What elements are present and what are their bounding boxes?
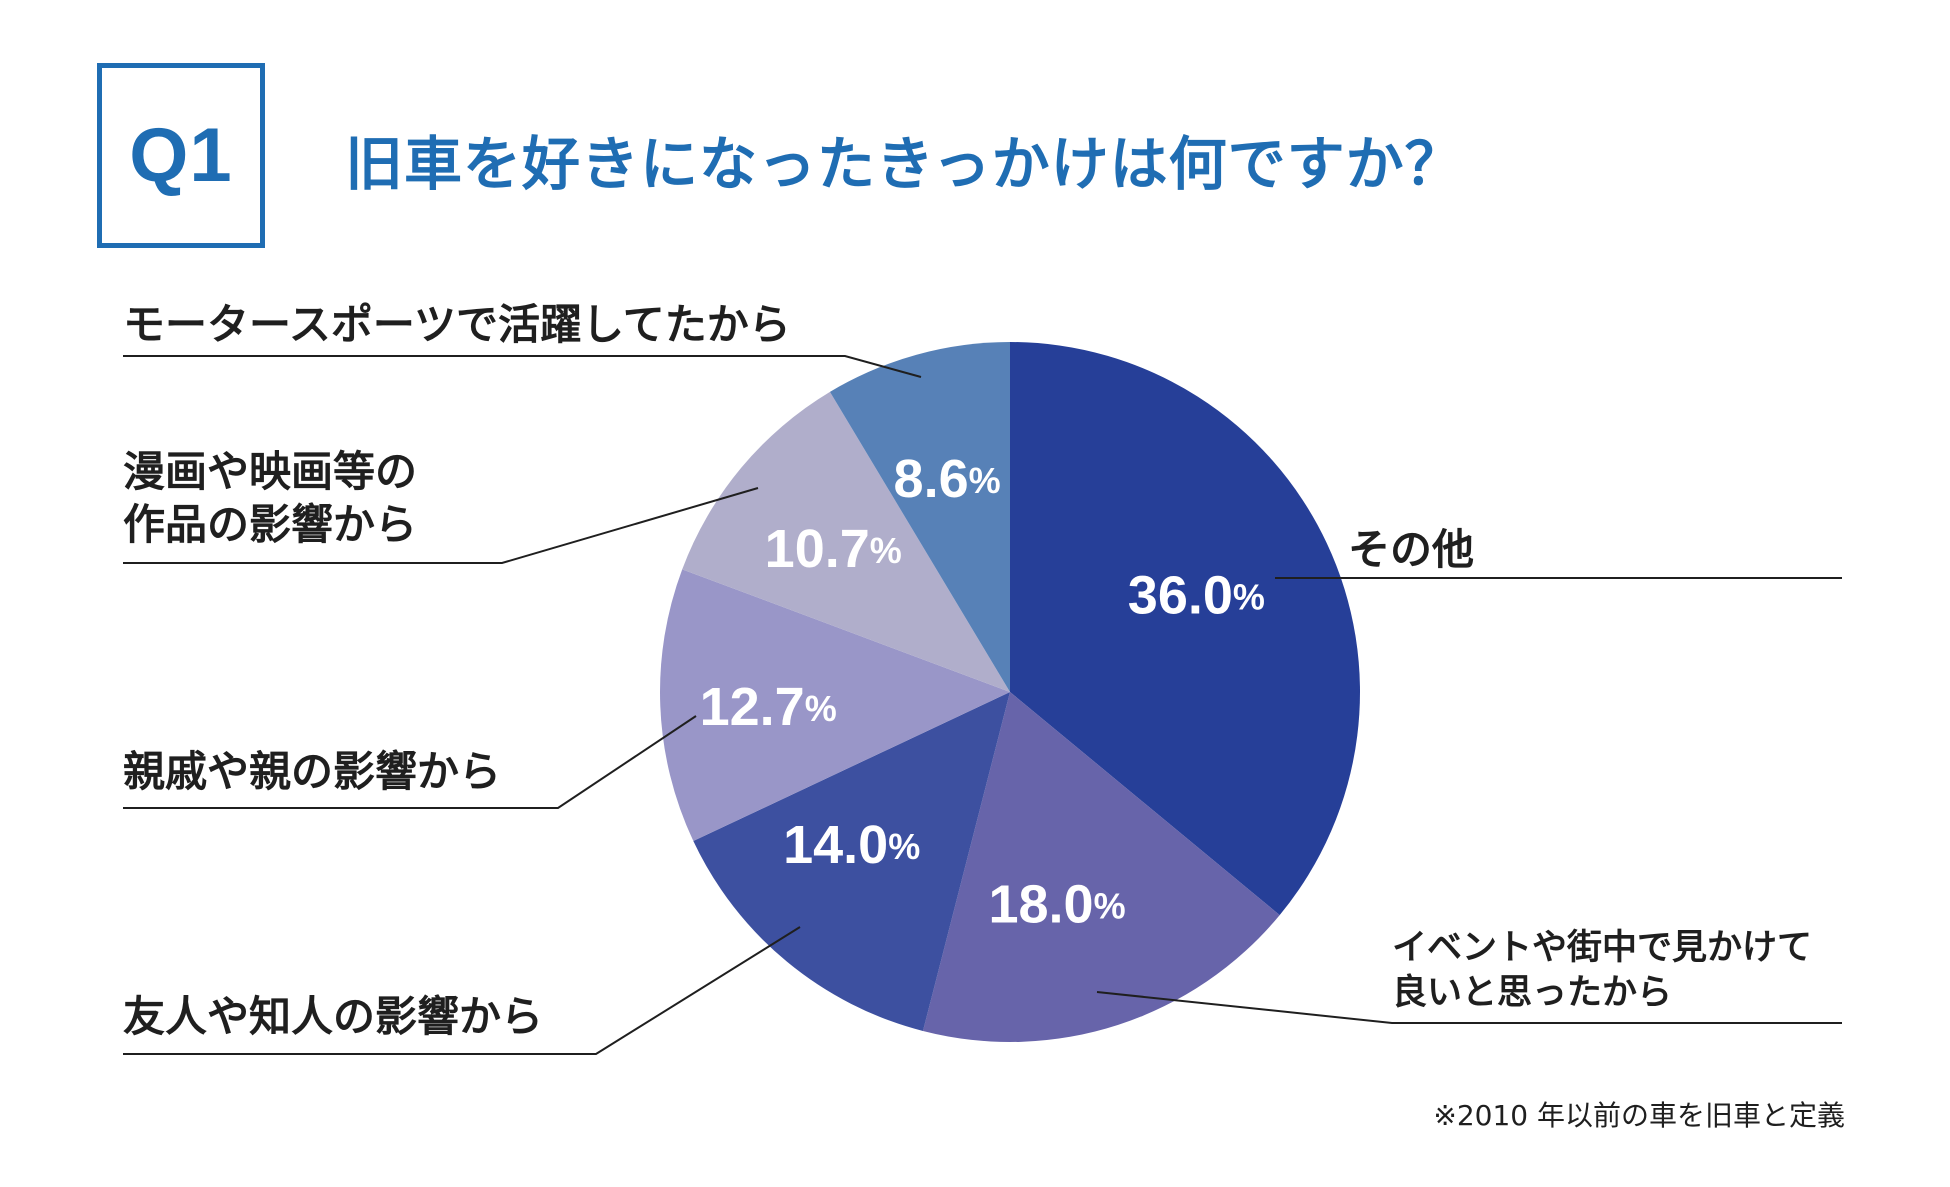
value-label-relatives: 12.7%: [700, 677, 837, 737]
slice-label-relatives: 親戚や親の影響から: [123, 747, 502, 796]
pie-slice-others: [1010, 342, 1360, 916]
question-title: 旧車を好きになったきっかけは何ですか？: [345, 130, 1464, 198]
pie-slice-events: [922, 692, 1280, 1042]
data-labels: 36.0% 18.0% 14.0% 12.7% 10.7% 8.6%: [700, 449, 1265, 935]
slice-label-media-line2: 作品の影響から: [123, 500, 418, 549]
pie-slice-media: [682, 391, 1010, 692]
leader-line-friends: [123, 926, 801, 1055]
question-number-badge: Q1: [97, 63, 265, 248]
pie-slices: [660, 342, 1360, 1042]
slice-label-motorsports: モータースポーツで活躍してたから: [123, 300, 791, 349]
leader-line-relatives: [123, 715, 697, 809]
slice-label-friends: 友人や知人の影響から: [123, 992, 544, 1041]
value-label-friends: 14.0%: [783, 815, 920, 875]
leader-lines: [123, 355, 1842, 1055]
footnote: ※2010 年以前の車を旧車と定義: [1433, 1099, 1845, 1132]
leader-line-events: [1096, 991, 1842, 1024]
pie-slice-friends: [693, 692, 1010, 1032]
value-label-others: 36.0%: [1128, 566, 1265, 626]
slice-label-events-line1: イベントや街中で見かけて: [1392, 928, 1813, 968]
slice-label-media-line1: 漫画や映画等の: [123, 447, 418, 496]
value-label-media: 10.7%: [765, 519, 902, 579]
leader-line-motorsports: [123, 355, 922, 378]
pie-slice-relatives: [660, 569, 1010, 842]
leader-line-media: [123, 487, 759, 564]
slice-label-events-line2: 良いと思ったから: [1392, 973, 1673, 1013]
pie-slice-motorsports: [829, 342, 1010, 692]
value-label-motorsports: 8.6%: [894, 449, 1001, 509]
slice-label-others: その他: [1347, 525, 1474, 574]
value-label-events: 18.0%: [988, 875, 1125, 935]
